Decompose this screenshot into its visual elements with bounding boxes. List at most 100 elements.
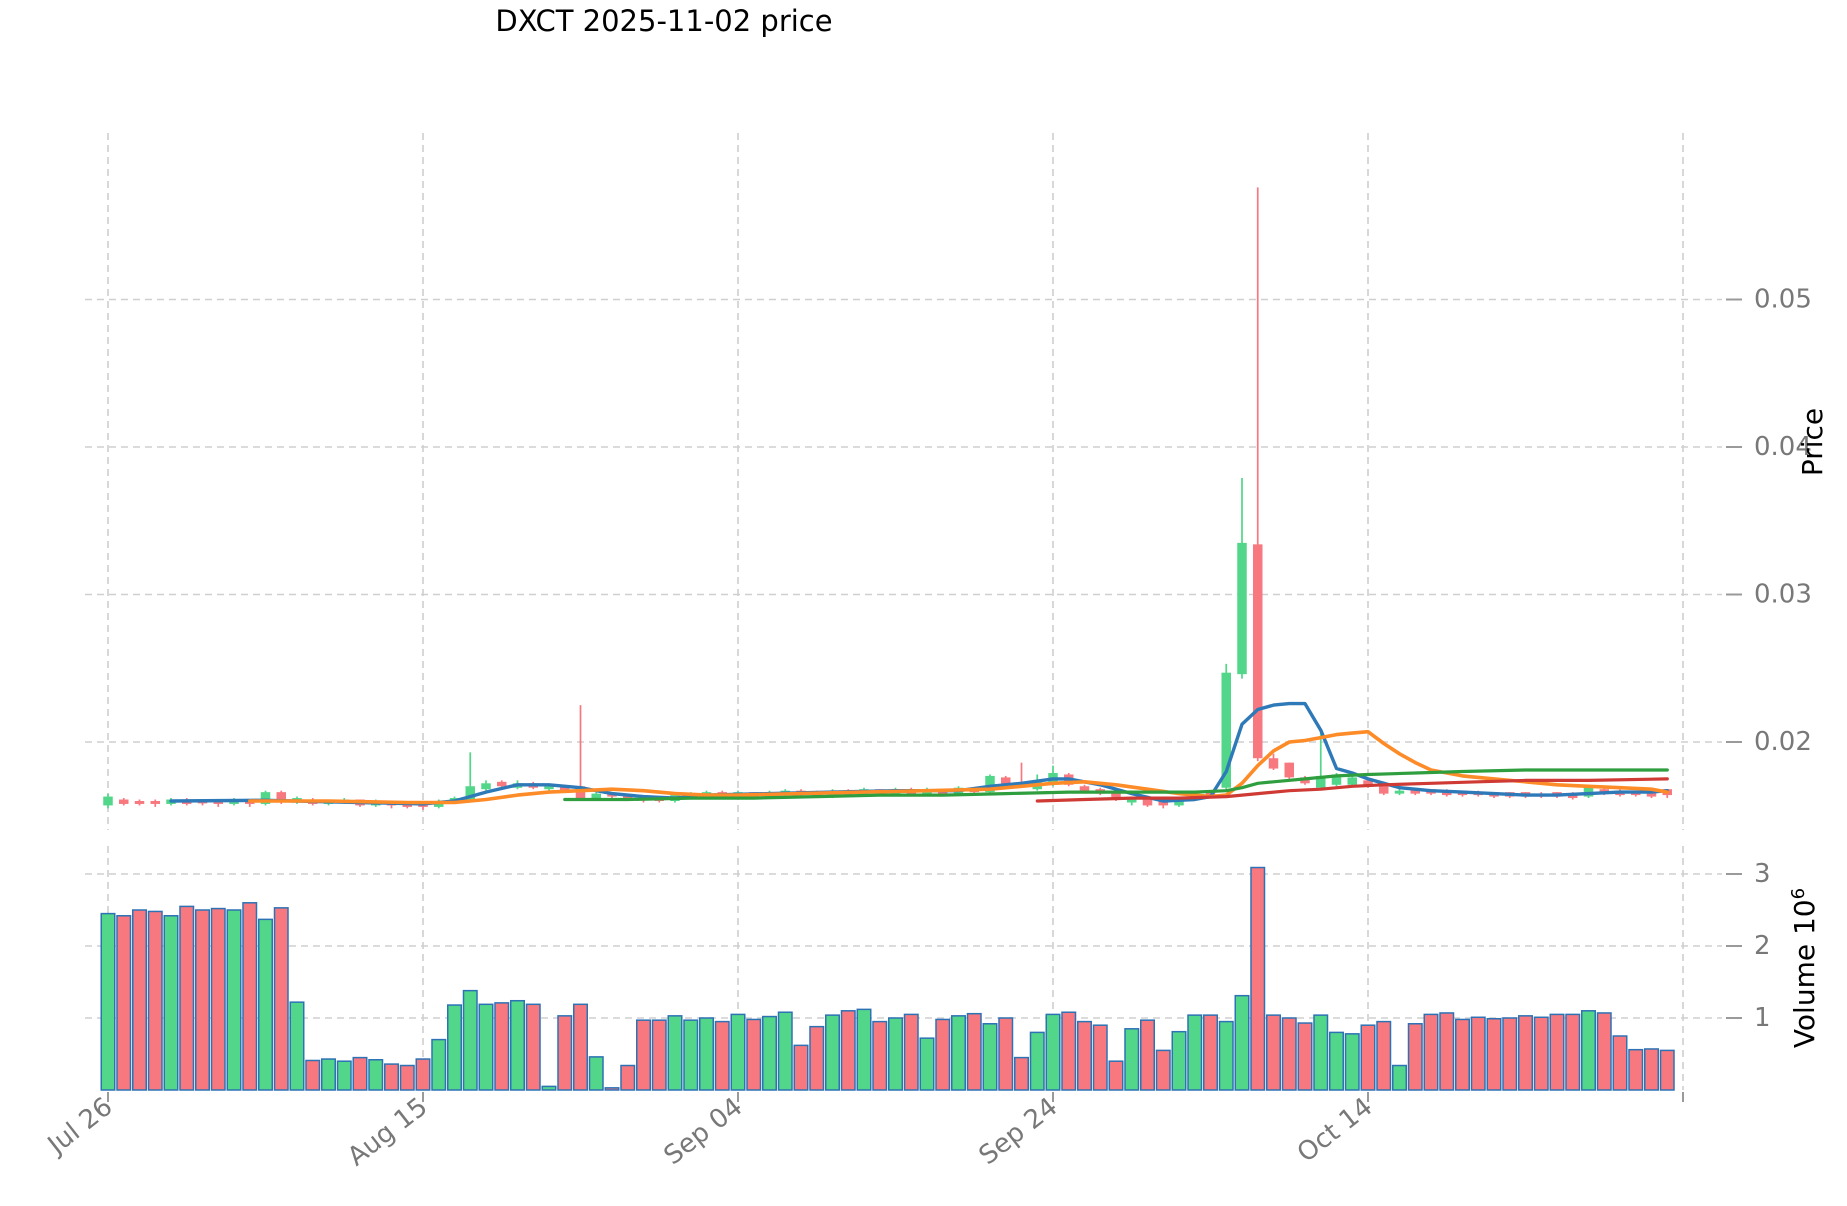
candle-body-up — [1127, 799, 1137, 803]
volume-bar-down — [620, 1064, 636, 1091]
date-tick-label: Aug 15 — [342, 1092, 433, 1172]
ma30-line — [563, 768, 1669, 802]
candle-body-up — [1237, 542, 1247, 675]
volume-bar-down — [1533, 1016, 1549, 1091]
moving-average-lines — [169, 701, 1670, 806]
volume-bar-down — [573, 1003, 588, 1091]
volume-bar-up — [368, 1059, 384, 1091]
volume-bar-down — [1455, 1018, 1470, 1091]
date-tick-label: Sep 24 — [974, 1092, 1064, 1171]
volume-bar-up — [163, 915, 179, 1091]
candle-body-up — [103, 796, 113, 806]
volume-bar-down — [195, 909, 210, 1091]
volume-bar-down — [242, 902, 258, 1091]
volume-tick-label: 1 — [1754, 1003, 1771, 1033]
candle-body-up — [1347, 777, 1357, 785]
volume-bar-up — [777, 1011, 793, 1091]
volume-bar-up — [321, 1058, 336, 1091]
volume-bar-up — [447, 1004, 462, 1091]
date-tick-label: Oct 14 — [1292, 1092, 1378, 1169]
volume-bar-up — [1187, 1014, 1203, 1091]
chart-title: DXCT 2025-11-02 price — [495, 4, 832, 38]
price-tick-label: 0.05 — [1754, 285, 1812, 315]
volume-bar-up — [100, 912, 116, 1091]
volume-axis-label-main: Volume 10 — [1788, 899, 1821, 1048]
volume-bar-up — [462, 989, 478, 1091]
volume-tick-label: 2 — [1754, 931, 1771, 961]
volume-bar-down — [1407, 1023, 1423, 1091]
grid-layer — [85, 133, 1722, 1090]
volume-bar-down — [840, 1010, 856, 1091]
volume-bar-down — [746, 1018, 762, 1091]
volume-axis-label-superscript: 6 — [1788, 888, 1809, 899]
volume-bar-down — [1659, 1049, 1675, 1091]
volume-bar-down — [1297, 1022, 1313, 1091]
volume-bar-up — [431, 1038, 447, 1091]
price-tick-label: 0.04 — [1754, 432, 1812, 462]
candle-body-down — [1253, 544, 1263, 759]
volume-bar-down — [557, 1015, 573, 1091]
volume-bar-down — [935, 1018, 951, 1091]
volume-bar-down — [384, 1063, 399, 1091]
volume-bar-up — [478, 1003, 494, 1091]
volume-bar-up — [825, 1014, 840, 1091]
volume-bar-down — [399, 1064, 415, 1091]
volume-bar-down — [714, 1020, 730, 1091]
candle-body-down — [119, 799, 129, 804]
volume-bar-down — [636, 1019, 651, 1091]
volume-bar-down — [415, 1058, 431, 1091]
volume-bar-up — [1392, 1064, 1407, 1091]
volume-bar-down — [1439, 1012, 1455, 1091]
candle-body-down — [1379, 783, 1389, 794]
candle-body-up — [1174, 799, 1184, 806]
volume-bar-up — [762, 1015, 777, 1091]
volume-bar-up — [888, 1017, 903, 1091]
candle-body-up — [1394, 790, 1405, 794]
candle-body-up — [985, 775, 995, 793]
candle-body-down — [1079, 786, 1090, 791]
volume-bar-up — [1313, 1014, 1329, 1091]
candle-body-down — [1363, 780, 1373, 787]
volume-panel — [100, 866, 1675, 1091]
volume-bar-down — [872, 1020, 888, 1091]
volume-bar-down — [793, 1044, 809, 1091]
candle-body-down — [1001, 777, 1011, 787]
candle-body-down — [560, 786, 570, 791]
volume-bar-down — [966, 1012, 982, 1091]
volume-bar-up — [1171, 1030, 1187, 1091]
candle-body-down — [134, 801, 145, 804]
volume-bar-up — [1329, 1031, 1344, 1091]
volume-bar-down — [305, 1059, 321, 1091]
candle-body-up — [591, 793, 601, 800]
volume-bar-up — [1029, 1031, 1045, 1091]
volume-bar-up — [1344, 1033, 1360, 1091]
volume-bar-down — [1108, 1060, 1124, 1091]
volume-bar-up — [856, 1008, 872, 1091]
volume-bar-down — [1628, 1048, 1644, 1091]
volume-bar-down — [1203, 1014, 1218, 1091]
volume-axis-label: Volume 106 — [1788, 888, 1821, 1048]
volume-bar-down — [998, 1017, 1014, 1091]
volume-bar-up — [1124, 1028, 1140, 1091]
price-tick-label: 0.02 — [1754, 727, 1812, 757]
volume-bar-down — [1486, 1017, 1502, 1091]
volume-bar-down — [1014, 1056, 1029, 1091]
date-tick-label: Sep 04 — [659, 1092, 749, 1171]
volume-bar-down — [352, 1056, 368, 1091]
ma60-line — [1035, 777, 1669, 803]
date-tick-label: Jul 26 — [41, 1092, 118, 1162]
volume-bar-down — [525, 1003, 541, 1091]
volume-bar-down — [179, 905, 195, 1091]
volume-bar-down — [494, 1002, 510, 1091]
candle-body-down — [497, 781, 507, 787]
volume-bar-down — [1092, 1024, 1108, 1091]
volume-bar-up — [1234, 994, 1250, 1091]
volume-bar-down — [1565, 1013, 1581, 1091]
candle-body-down — [276, 792, 286, 801]
volume-bar-down — [1549, 1013, 1565, 1091]
candle-body-down — [1410, 789, 1420, 794]
volume-bar-up — [919, 1037, 935, 1091]
volume-bar-down — [1360, 1024, 1376, 1091]
volume-bar-down — [1518, 1015, 1533, 1091]
